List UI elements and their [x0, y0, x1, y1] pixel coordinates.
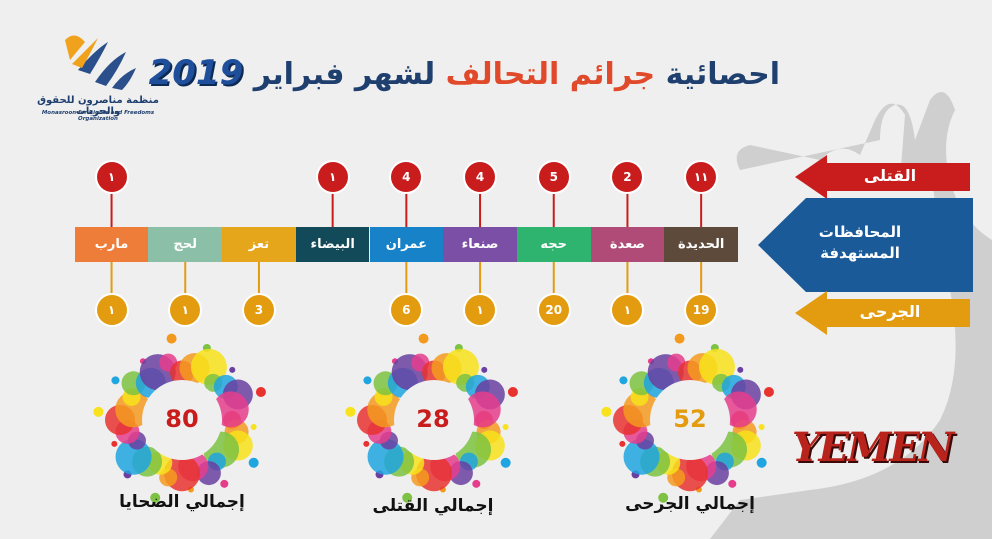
- injured-count-circle: ١: [612, 295, 643, 325]
- title-year: 2019: [148, 53, 244, 93]
- injured-count-circle: ١: [96, 295, 127, 325]
- killed-count-circle: 4: [465, 162, 496, 192]
- total-killed-label: إجمالي القتلى: [372, 496, 494, 516]
- injured-count-circle: 19: [686, 295, 717, 325]
- injured-arrow: [795, 291, 970, 335]
- injured-count-circle: ١: [170, 295, 201, 325]
- injured-count-circle: 6: [391, 295, 422, 325]
- title-part3: لشهر فبراير: [253, 57, 436, 92]
- province-segment: لحج: [148, 227, 223, 262]
- hand-background-graphic: [710, 92, 992, 539]
- killed-count-circle: 4: [391, 162, 422, 192]
- province-segment: الحديدة: [664, 227, 738, 262]
- total-injured-label: إجمالي الجرحى: [625, 494, 755, 514]
- injured-count-circle: 20: [538, 295, 569, 325]
- killed-count-circle: ١: [96, 162, 127, 192]
- total-injured-value: 52: [673, 405, 707, 433]
- targeted-provinces-arrow: [758, 198, 973, 292]
- total-killed-value: 28: [416, 405, 450, 433]
- killed-count-circle: 5: [538, 162, 569, 192]
- province-segment: تعز: [222, 227, 296, 262]
- title-part1: احصائية: [665, 57, 780, 92]
- killed-count-circle: ١١: [686, 162, 717, 192]
- injured-count-circle: 3: [243, 295, 274, 325]
- organization-logo-icon: [65, 35, 136, 90]
- injured-count-circle: ١: [465, 295, 496, 325]
- province-segment: عمران: [369, 227, 444, 262]
- total-victims-value: 80: [165, 405, 199, 433]
- injured-legend-label: الجرحى: [859, 302, 921, 321]
- country-label: YEMEN: [792, 424, 954, 471]
- province-segment: البيضاء: [295, 227, 370, 262]
- page-title: احصائية جرائم التحالف لشهر فبراير 2019: [149, 48, 780, 98]
- province-segment: صعدة: [590, 227, 665, 262]
- paint-splash-ring: [93, 333, 266, 503]
- paint-splash-ring: [601, 333, 774, 503]
- organization-name-en: Monasroon for Rights and Freedoms Organi…: [41, 110, 155, 122]
- killed-count-circle: ١: [317, 162, 348, 192]
- province-segment: صنعاء: [443, 227, 517, 262]
- province-segment: مارب: [74, 227, 149, 262]
- organization-name-ar: منظمة مناصرون للحقوق والحريات: [37, 95, 159, 117]
- title-part2: جرائم التحالف: [445, 57, 656, 92]
- province-segment: حجه: [516, 227, 591, 262]
- killed-legend-label: القتلى: [863, 166, 917, 185]
- killed-arrow: [795, 155, 970, 199]
- targeted-provinces-label: المحافظات المستهدفة: [818, 223, 902, 262]
- paint-splash-ring: [345, 333, 518, 503]
- killed-count-circle: 2: [612, 162, 643, 192]
- total-victims-label: إجمالي الضحايا: [119, 492, 245, 512]
